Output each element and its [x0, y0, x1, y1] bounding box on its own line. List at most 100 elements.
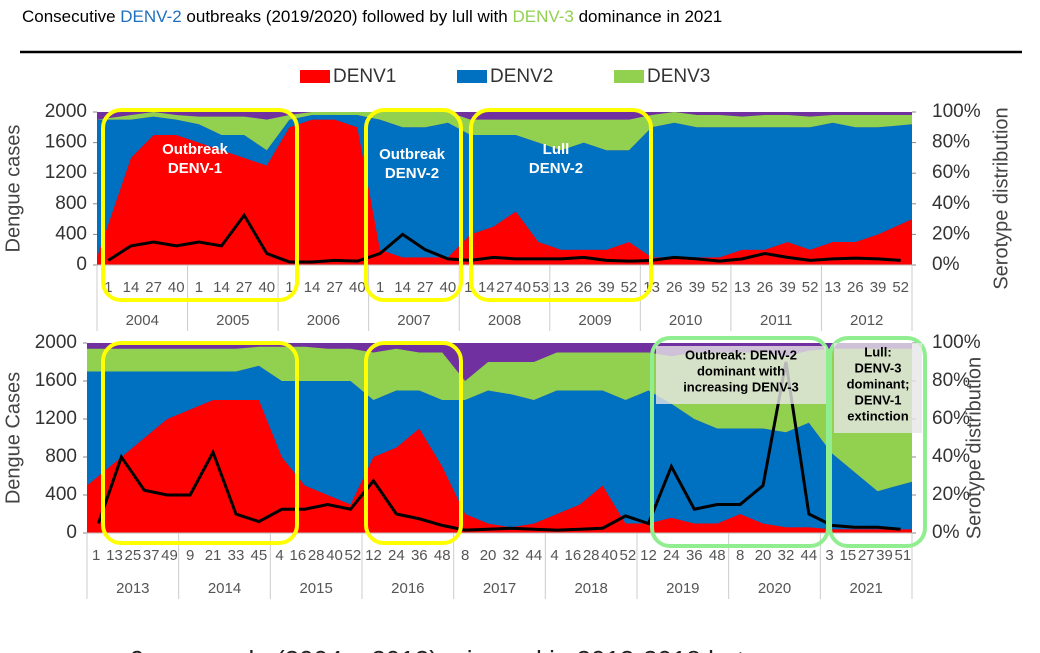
week-label: 1: [195, 279, 203, 296]
y-tick-label: 1600: [35, 370, 77, 391]
week-label: 48: [434, 547, 451, 564]
highlight-box: [101, 108, 299, 302]
y2-tick-label: 40%: [932, 193, 970, 214]
y-tick-label: 1200: [35, 408, 77, 429]
year-label: 2018: [574, 580, 607, 597]
week-label: 27: [145, 279, 162, 296]
highlight-box: [101, 341, 299, 545]
annotation-text: DENV-3: [855, 360, 902, 375]
annotation-text: Outbreak: [162, 141, 229, 158]
title: Consecutive DENV-2 outbreaks (2019/2020)…: [22, 7, 722, 26]
year-label: 2005: [216, 312, 249, 329]
year-label: 2004: [126, 312, 159, 329]
week-label: 12: [365, 547, 382, 564]
week-label: 28: [583, 547, 600, 564]
highlight-box: [364, 341, 463, 545]
y-tick-label: 1600: [45, 132, 87, 153]
week-label: 13: [553, 279, 570, 296]
y2-tick-label: 100%: [932, 101, 981, 122]
week-label: 51: [894, 547, 911, 564]
week-label: 52: [892, 279, 909, 296]
y2-tick-label: 40%: [932, 446, 970, 467]
annotation-text: DENV-1: [168, 160, 222, 177]
week-label: 14: [213, 279, 230, 296]
serotype-area: [87, 400, 912, 533]
highlight-box: [469, 108, 653, 302]
title-part: dominance in 2021: [574, 7, 722, 26]
legend-swatch: [300, 70, 330, 83]
year-label: 2020: [758, 580, 791, 597]
week-label: 1: [464, 279, 472, 296]
serotype-area: [97, 115, 912, 258]
week-label: 24: [663, 547, 680, 564]
y-tick-label: 0: [66, 522, 77, 543]
week-label: 40: [349, 279, 366, 296]
legend-label: DENV1: [333, 66, 396, 87]
y2-tick-label: 60%: [932, 162, 970, 183]
annotation-text: increasing DENV-3: [683, 379, 799, 394]
week-label: 48: [709, 547, 726, 564]
week-label: 26: [666, 279, 683, 296]
year-label: 2012: [850, 312, 883, 329]
legend-swatch: [457, 70, 487, 83]
week-label: 33: [228, 547, 245, 564]
legend-swatch: [614, 70, 644, 83]
year-label: 2007: [397, 312, 430, 329]
week-label: 13: [734, 279, 751, 296]
week-label: 27: [858, 547, 875, 564]
y-tick-label: 0: [76, 254, 87, 275]
annotation-text: extinction: [847, 408, 908, 423]
annotation-text: Lull:: [864, 344, 891, 359]
week-label: 25: [124, 547, 141, 564]
y-tick-label: 1200: [45, 162, 87, 183]
year-label: 2008: [488, 312, 521, 329]
y2-tick-label: 80%: [932, 370, 970, 391]
y2-axis-title: Serotype distribution: [990, 107, 1012, 289]
annotation-text: DENV-2: [385, 165, 439, 182]
y-axis-title: Dengue cases: [2, 125, 24, 253]
annotation-text: Outbreak: [379, 146, 446, 163]
week-label: 45: [251, 547, 268, 564]
week-label: 52: [344, 547, 361, 564]
y-tick-label: 2000: [35, 332, 77, 353]
year-label: 2021: [849, 580, 882, 597]
week-label: 26: [575, 279, 592, 296]
week-label: 13: [106, 547, 123, 564]
year-label: 2010: [669, 312, 702, 329]
annotation-background: [834, 343, 922, 433]
year-label: 2017: [483, 580, 516, 597]
week-label: 15: [839, 547, 856, 564]
week-label: 24: [388, 547, 405, 564]
annotation-text: Outbreak: DENV-2: [685, 347, 797, 362]
week-label: 4: [275, 547, 283, 564]
week-label: 14: [304, 279, 321, 296]
y-tick-label: 800: [45, 446, 77, 467]
y-axis-title: Dengue Cases: [2, 372, 24, 504]
week-label: 39: [779, 279, 796, 296]
week-label: 27: [496, 279, 513, 296]
annotation-text: Lull: [543, 141, 570, 158]
title-part: Consecutive: [22, 7, 120, 26]
highlight-box: [828, 336, 927, 548]
week-label: 39: [689, 279, 706, 296]
week-label: 8: [461, 547, 469, 564]
y2-axis-title: Serotype distribution: [963, 357, 985, 539]
y-tick-label: 2000: [45, 101, 87, 122]
year-label: 2015: [299, 580, 332, 597]
y2-tick-label: 20%: [932, 484, 970, 505]
title-part: DENV-3: [512, 7, 573, 26]
week-label: 39: [876, 547, 893, 564]
week-label: 27: [417, 279, 434, 296]
week-label: 52: [619, 547, 636, 564]
week-label: 36: [411, 547, 428, 564]
week-label: 9: [186, 547, 194, 564]
annotation-text: DENV-1: [855, 392, 902, 407]
week-label: 16: [289, 547, 306, 564]
week-label: 52: [621, 279, 638, 296]
week-label: 27: [236, 279, 253, 296]
week-label: 21: [205, 547, 222, 564]
week-label: 27: [326, 279, 343, 296]
week-label: 36: [686, 547, 703, 564]
week-label: 16: [564, 547, 581, 564]
